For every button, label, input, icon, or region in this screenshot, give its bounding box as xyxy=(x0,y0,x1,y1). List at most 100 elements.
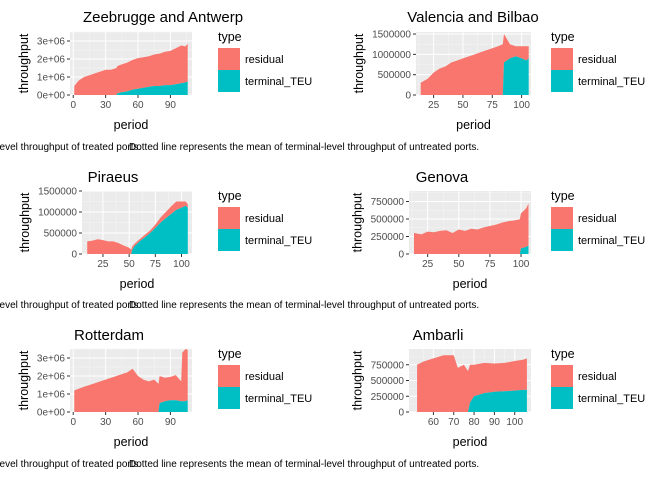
caption-right: Dotted line represents the mean of termi… xyxy=(129,142,479,153)
caption-right: Dotted line represents the mean of termi… xyxy=(129,300,479,311)
chart-title: Ambarli xyxy=(413,327,464,344)
legend-title: type xyxy=(218,30,242,44)
legend-label: terminal_TEU xyxy=(245,393,312,405)
y-axis-label: throughput xyxy=(17,33,31,93)
y-tick-label: 500000 xyxy=(371,215,405,226)
area-residual xyxy=(74,43,188,95)
caption: -level throughput of treated ports.Dotte… xyxy=(0,142,479,153)
area-residual xyxy=(87,201,188,254)
caption: -level throughput of treated ports.Dotte… xyxy=(0,300,479,311)
y-tick-label: 0e+00 xyxy=(37,91,66,102)
legend-title: type xyxy=(551,189,575,203)
legend-label: residual xyxy=(245,213,284,225)
area-terminal-teu xyxy=(417,389,527,412)
chart-title: Zeebrugge and Antwerp xyxy=(83,9,243,26)
caption-left: -level throughput of treated ports. xyxy=(0,142,141,153)
x-tick-label: 0 xyxy=(70,100,76,111)
legend-label: terminal_TEU xyxy=(245,76,312,88)
area-terminal-teu xyxy=(74,81,188,95)
area-terminal-teu xyxy=(420,56,529,95)
y-tick-label: 1e+06 xyxy=(37,390,66,401)
x-tick-label: 90 xyxy=(165,100,177,111)
legend-title: type xyxy=(218,189,242,203)
y-tick-label: 2e+06 xyxy=(37,372,66,383)
x-axis-label: period xyxy=(114,435,149,449)
chart-panel: 60 70 80 90 100 0 250000 500000 750000 Ambarli per… xyxy=(350,327,645,449)
area-residual xyxy=(420,34,529,95)
y-tick-label: 500000 xyxy=(378,70,412,81)
y-tick-label: 0e+00 xyxy=(37,408,66,419)
x-tick-label: 0 xyxy=(70,417,76,428)
chart-panel: 25 50 75 100 0 500000 1000000 1500000 Piraeus per… xyxy=(18,169,312,291)
legend-key xyxy=(551,387,573,409)
x-tick-label: 60 xyxy=(428,417,440,428)
x-axis-label: period xyxy=(456,118,491,132)
legend-title: type xyxy=(551,30,575,44)
legend-key xyxy=(218,207,240,229)
x-tick-label: 25 xyxy=(422,259,434,270)
x-tick-label: 100 xyxy=(513,259,530,270)
area-residual xyxy=(74,349,188,412)
legend-label: residual xyxy=(245,54,284,66)
x-tick-label: 100 xyxy=(173,259,190,270)
x-tick-label: 25 xyxy=(97,259,109,270)
caption-right: Dotted line represents the mean of termi… xyxy=(129,459,479,470)
x-tick-label: 100 xyxy=(506,417,523,428)
x-tick-label: 50 xyxy=(124,259,136,270)
chart-panel: 25 50 75 100 0 500000 1000000 1500000 Valencia a… xyxy=(352,9,645,132)
legend-title: type xyxy=(551,347,575,361)
legend-key xyxy=(218,387,240,409)
y-tick-label: 3e+06 xyxy=(37,37,66,48)
y-axis-label: throughput xyxy=(350,350,364,410)
y-axis-label: throughput xyxy=(17,350,31,410)
x-axis-label: period xyxy=(120,277,155,291)
y-tick-label: 0 xyxy=(398,250,404,261)
y-tick-label: 1500000 xyxy=(38,187,77,198)
y-axis-label: throughput xyxy=(18,192,32,252)
legend-label: terminal_TEU xyxy=(245,235,312,247)
legend-label: residual xyxy=(578,213,617,225)
area-residual xyxy=(417,355,527,412)
x-tick-label: 75 xyxy=(150,259,162,270)
legend-label: residual xyxy=(245,371,284,383)
x-tick-label: 100 xyxy=(513,100,530,111)
x-tick-label: 50 xyxy=(457,100,469,111)
y-tick-label: 1e+06 xyxy=(37,73,66,84)
y-tick-label: 750000 xyxy=(371,360,405,371)
legend-key xyxy=(551,207,573,229)
y-tick-label: 250000 xyxy=(371,392,405,403)
y-tick-label: 0 xyxy=(71,250,77,261)
x-axis-label: period xyxy=(453,435,488,449)
x-axis-label: period xyxy=(114,118,149,132)
legend-key xyxy=(218,70,240,92)
area-terminal-teu xyxy=(87,205,188,254)
y-tick-label: 0 xyxy=(398,408,404,419)
x-axis-label: period xyxy=(453,277,488,291)
y-tick-label: 1000000 xyxy=(372,50,411,61)
legend-key xyxy=(551,70,573,92)
caption-left: -level throughput of treated ports. xyxy=(0,300,141,311)
chart-title: Genova xyxy=(416,169,469,186)
y-tick-label: 750000 xyxy=(371,197,405,208)
y-tick-label: 500000 xyxy=(371,376,405,387)
x-tick-label: 60 xyxy=(132,417,144,428)
x-tick-label: 70 xyxy=(448,417,460,428)
x-tick-label: 60 xyxy=(132,100,144,111)
legend-label: terminal_TEU xyxy=(578,235,645,247)
y-tick-label: 500000 xyxy=(44,229,78,240)
legend-key xyxy=(551,365,573,387)
x-tick-label: 90 xyxy=(165,417,177,428)
legend-key xyxy=(218,365,240,387)
chart-panel: 0 30 60 90 0e+00 1e+06 2e+06 3e+06 Zeebrugge and… xyxy=(17,9,312,132)
y-axis-label: throughput xyxy=(350,192,364,252)
x-tick-label: 80 xyxy=(469,417,481,428)
chart-title: Piraeus xyxy=(88,169,139,186)
x-tick-label: 30 xyxy=(100,100,112,111)
area-terminal-teu xyxy=(74,400,188,412)
